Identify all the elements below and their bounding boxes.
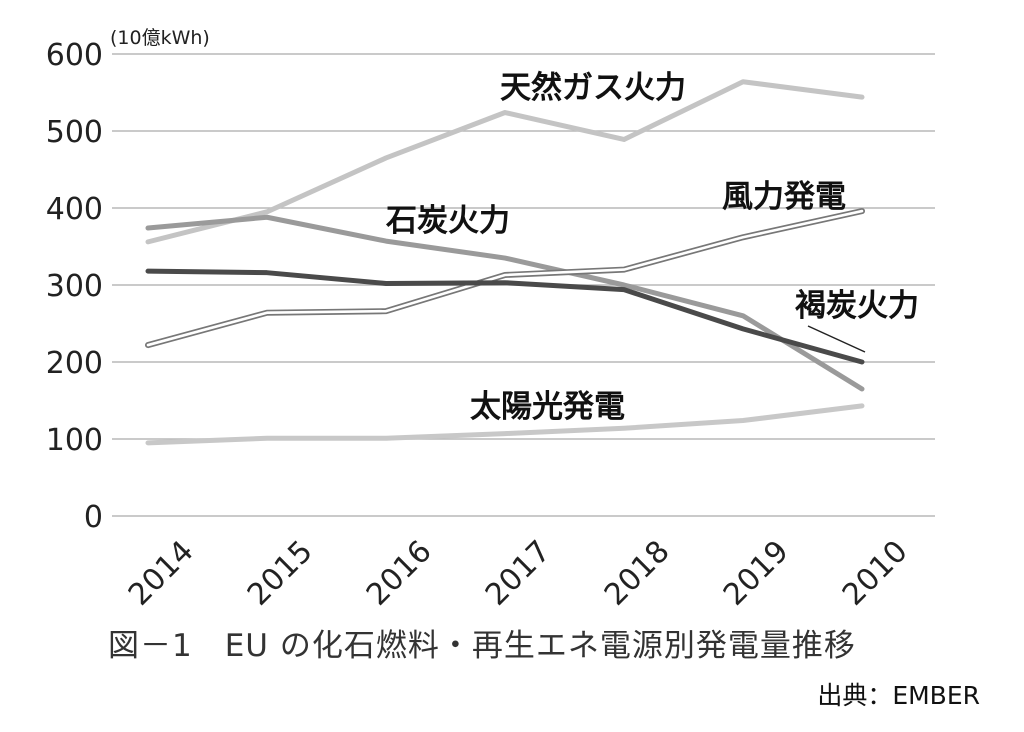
y-tick-label: 0 [84,500,103,535]
x-tick-label: 2019 [717,534,796,613]
y-tick-label: 600 [46,38,103,73]
y-tick-label: 400 [46,192,103,227]
label-leader-line [807,325,866,353]
x-tick-label: 2010 [836,534,915,613]
series-line [145,403,865,446]
x-tick-label: 2014 [122,534,201,613]
y-axis-ticks: 0 100 200 300 400 500 600 [46,38,103,535]
y-tick-label: 500 [46,115,103,150]
y-tick-label: 200 [46,346,103,381]
x-tick-label: 2017 [479,534,558,613]
x-tick-label: 2018 [598,534,677,613]
series-label: 天然ガス火力 [500,70,686,106]
y-axis-unit-label: (10億kWh) [110,27,210,49]
series-label: 石炭火力 [385,203,510,239]
source-credit: 出典：EMBER [817,681,980,710]
series-line [145,214,865,392]
series-label: 褐炭火力 [795,288,919,324]
series-line [145,268,865,365]
series-label: 太陽光発電 [470,389,625,425]
series-label: 風力発電 [722,179,846,215]
series-lines [145,79,865,446]
y-tick-label: 300 [46,269,103,304]
x-tick-label: 2015 [241,534,320,613]
series-line [145,79,865,245]
x-axis-ticks: 2014 2015 2016 2017 2018 2019 2010 [122,534,915,613]
x-tick-label: 2016 [360,534,439,613]
series-line [146,209,864,347]
y-tick-label: 100 [46,423,103,458]
figure-caption: 図－1 EU の化石燃料・再生エネ電源別発電量推移 [108,628,856,664]
